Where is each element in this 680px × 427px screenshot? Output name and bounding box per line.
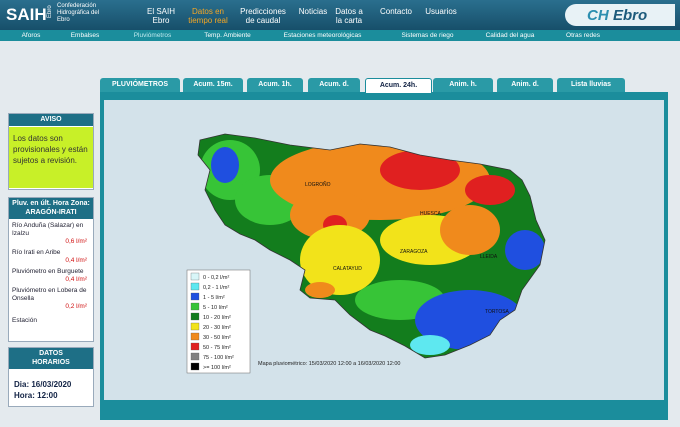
legend-swatch — [190, 352, 200, 361]
legend-label: 75 - 100 l/m² — [203, 355, 234, 361]
aviso-title: AVISO — [9, 114, 93, 126]
subnav-item[interactable]: Aforos — [21, 32, 41, 39]
legend-swatch — [190, 282, 200, 291]
tab[interactable]: Anim. h. — [433, 78, 493, 92]
legend-label: >= 100 l/m² — [203, 365, 231, 371]
nav-item[interactable]: Datos a la carta — [335, 7, 363, 25]
station-value: 0,2 l/m² — [65, 303, 87, 310]
legend-label: 10 - 20 l/m² — [203, 315, 231, 321]
station-value: 0,4 l/m² — [65, 276, 87, 283]
station-name[interactable]: Pluviómetro en Lobera de Onsella — [12, 287, 87, 302]
tab[interactable]: PLUVIÓMETROS — [100, 78, 180, 92]
aviso-box: AVISO Los datos son provisionales y está… — [8, 113, 94, 190]
legend-label: 0 - 0,2 l/m² — [203, 275, 229, 281]
legend-swatch — [190, 322, 200, 331]
nav-item[interactable]: Noticias — [298, 7, 328, 16]
tab[interactable]: Lista lluvias — [557, 78, 625, 92]
subnav-item[interactable]: Otras redes — [566, 32, 600, 39]
legend-swatch — [190, 272, 200, 281]
map-label: LOGROÑO — [305, 181, 331, 188]
nav-item[interactable]: El SAIH Ebro — [146, 7, 175, 25]
station-value: 0,6 l/m² — [65, 238, 87, 245]
tab[interactable]: Acum. 1h. — [247, 78, 303, 92]
station-value: 0,4 l/m² — [65, 257, 87, 264]
subnav-item[interactable]: Embalses — [70, 32, 100, 39]
nav-item[interactable]: Datos en tiempo real — [188, 7, 228, 25]
tab[interactable]: Acum. d. — [308, 78, 360, 92]
map-label: ZARAGOZA — [400, 249, 428, 255]
legend-label: 20 - 30 l/m² — [203, 325, 231, 331]
legend-swatch — [190, 362, 200, 371]
brand-logo[interactable]: CH Ebro — [565, 4, 675, 26]
logo[interactable]: SAIH — [6, 5, 47, 24]
subnav-item[interactable]: Sistemas de riego — [401, 32, 454, 39]
nav-item[interactable]: Usuarios — [425, 7, 457, 16]
nav-item[interactable]: Contacto — [379, 7, 413, 16]
legend-label: 5 - 10 l/m² — [203, 305, 228, 311]
tab[interactable]: Anim. d. — [497, 78, 553, 92]
horario-box: DATOS HORARIOS Dia: 16/03/2020 Hora: 12:… — [8, 347, 94, 407]
aviso-text: Los datos son provisionales y están suje… — [9, 127, 93, 188]
legend-swatch — [190, 292, 200, 301]
legend-swatch — [190, 312, 200, 321]
legend-swatch — [190, 332, 200, 341]
nav-item[interactable]: Predicciones de caudal — [240, 7, 286, 25]
legend-label: 30 - 50 l/m² — [203, 335, 231, 341]
legend-swatch — [190, 302, 200, 311]
org-name: Confederación Hidrográfica del Ebro — [57, 3, 100, 23]
legend-label: 1 - 5 l/m² — [203, 295, 225, 301]
legend-label: 50 - 75 l/m² — [203, 345, 231, 351]
horario-title: DATOS HORARIOS — [9, 348, 93, 369]
header: SAIH Ebro Confederación Hidrográfica del… — [0, 0, 680, 30]
map-label: LLEIDA — [480, 254, 498, 260]
tab[interactable]: Acum. 15m. — [183, 78, 243, 92]
brand-a: CH — [587, 7, 609, 24]
station-name[interactable]: Río Irati en Aribe — [12, 249, 61, 256]
subnav-item[interactable]: Pluviómetros — [133, 32, 172, 39]
subnav-item[interactable]: Temp. Ambiente — [204, 32, 251, 39]
subnav-item[interactable]: Estaciones meteorológicas — [283, 32, 362, 39]
map-label: CALATAYUD — [333, 266, 362, 272]
station-name[interactable]: Pluviómetro en Burguete — [12, 268, 84, 275]
tab[interactable]: Acum. 24h. — [365, 78, 432, 93]
subnav-item[interactable]: Calidad del agua — [485, 32, 535, 39]
map-caption: Mapa pluviométrico: 15/03/2020 12:00 a 1… — [258, 361, 401, 367]
brand-b: Ebro — [613, 7, 648, 24]
station-footer: Estación — [12, 317, 37, 324]
legend-label: 0,2 - 1 l/m² — [203, 285, 229, 291]
subnav: Aforos Embalses Pluviómetros Temp. Ambiente… — [0, 30, 680, 41]
hora: Hora: 12:00 — [14, 391, 58, 400]
dia: Dia: 16/03/2020 — [14, 380, 72, 389]
station-name[interactable]: Río Anduña (Salazar) en Izalzu — [12, 222, 84, 237]
pluv-title: Pluv. en últ. Hora Zona: ARAGÓN-IRATI — [9, 198, 93, 219]
pluv-box: Pluv. en últ. Hora Zona: ARAGÓN-IRATI Rí… — [8, 197, 94, 342]
map-label: TORTOSA — [485, 309, 510, 315]
map-label: HUESCA — [420, 211, 442, 217]
legend-swatch — [190, 342, 200, 351]
